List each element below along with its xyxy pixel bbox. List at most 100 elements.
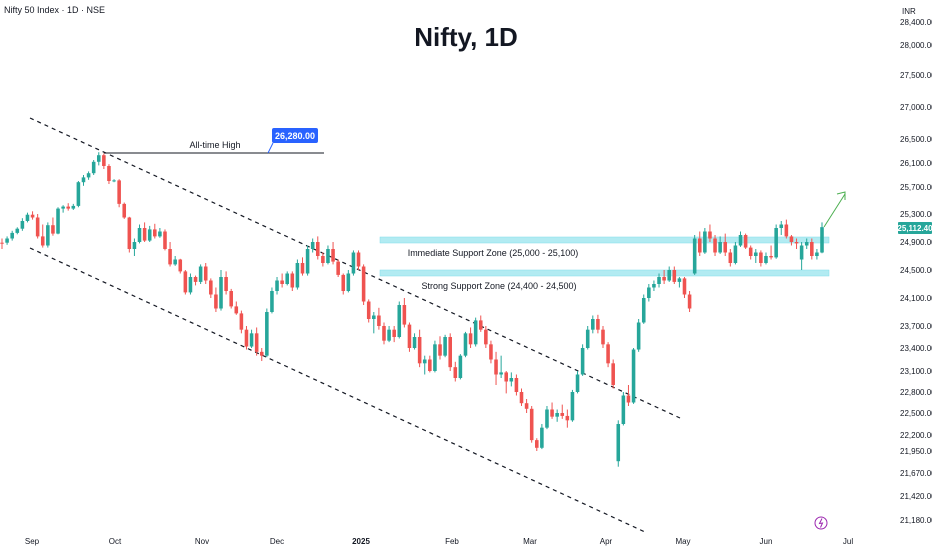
candle xyxy=(794,238,799,249)
candle-body xyxy=(407,324,412,348)
candle xyxy=(122,202,127,219)
price-tick-label: 25,300.00 xyxy=(900,210,932,219)
candle-body xyxy=(448,337,452,368)
candle xyxy=(5,236,9,245)
price-tick-label: 24,100.00 xyxy=(900,294,932,303)
candle-body xyxy=(580,348,585,375)
candle-body xyxy=(0,242,4,244)
candle xyxy=(703,228,707,254)
candle-body xyxy=(71,205,76,209)
candle xyxy=(815,249,819,260)
price-tick-label: 27,000.00 xyxy=(900,103,932,112)
candle xyxy=(596,314,600,334)
candle xyxy=(697,231,702,256)
time-tick-label: Apr xyxy=(600,537,613,546)
candle-body xyxy=(66,206,70,209)
candle xyxy=(188,273,193,295)
candle xyxy=(183,270,188,295)
candle xyxy=(387,326,391,343)
candle xyxy=(433,340,437,373)
candle-body xyxy=(30,214,35,218)
candle-body xyxy=(10,232,14,239)
candle xyxy=(249,329,254,348)
candle-body xyxy=(377,315,381,326)
candle xyxy=(229,288,233,309)
candle-body xyxy=(478,320,483,330)
candle-body xyxy=(453,367,458,378)
ath-value-badge xyxy=(272,128,318,143)
candle xyxy=(550,402,554,419)
candle xyxy=(672,266,677,284)
time-axis[interactable]: Sep Oct Nov Dec 2025 Feb Mar Apr May Jun Jul xyxy=(25,537,853,546)
candle-body xyxy=(341,274,346,291)
price-tick-label: 22,500.00 xyxy=(900,409,932,418)
price-axis[interactable]: 21,180.00 21,420.00 21,670.00 21,950.00 22,2… xyxy=(900,18,932,525)
candle xyxy=(723,233,728,256)
price-tick-label: 26,100.00 xyxy=(900,159,932,168)
candle xyxy=(91,160,96,175)
descending-channel xyxy=(29,117,681,533)
candle xyxy=(366,299,371,323)
candle xyxy=(428,355,432,373)
candle xyxy=(769,245,773,260)
candle xyxy=(86,171,91,180)
lightning-icon[interactable] xyxy=(814,516,828,530)
candle xyxy=(40,224,45,248)
candle xyxy=(361,264,366,305)
candle xyxy=(244,326,249,350)
candle-body xyxy=(550,409,554,417)
time-tick-label: Mar xyxy=(523,537,537,546)
candle xyxy=(606,342,610,368)
candle xyxy=(132,238,137,256)
candle xyxy=(738,231,743,247)
candle-body xyxy=(519,392,524,404)
candle-body xyxy=(733,245,738,263)
candle xyxy=(300,257,305,276)
candle xyxy=(626,385,631,406)
candle-body xyxy=(443,337,447,356)
candle xyxy=(412,333,417,350)
chart-title: Nifty, 1D xyxy=(414,22,518,52)
candle-body xyxy=(356,252,361,267)
candle xyxy=(198,264,203,284)
candle xyxy=(514,374,519,396)
candle-body xyxy=(91,161,96,174)
candle-body xyxy=(468,333,473,345)
candle-body xyxy=(178,259,183,272)
candle xyxy=(499,355,503,378)
candle-body xyxy=(509,378,514,382)
candle-body xyxy=(219,277,223,309)
candle-body xyxy=(35,217,40,237)
candle-body xyxy=(372,315,376,319)
price-tick-label: 21,670.00 xyxy=(900,469,932,478)
candle xyxy=(25,212,30,223)
candle-body xyxy=(392,329,396,337)
candle xyxy=(137,224,142,244)
candle xyxy=(351,250,356,276)
candle xyxy=(295,259,300,290)
candle xyxy=(575,371,580,394)
candle xyxy=(657,273,661,288)
time-tick-label: Sep xyxy=(25,537,40,546)
candle xyxy=(478,315,483,332)
candle xyxy=(779,221,784,235)
projection-arrow-line xyxy=(823,193,846,228)
candle-body xyxy=(305,249,310,274)
candle xyxy=(662,270,666,284)
candle-body xyxy=(748,247,753,256)
candle-body xyxy=(484,329,488,345)
candle xyxy=(56,207,60,235)
candle-body xyxy=(540,427,544,448)
price-tick-label: 23,100.00 xyxy=(900,367,932,376)
candle-body xyxy=(46,225,50,246)
candle-body xyxy=(789,236,794,242)
candle-body xyxy=(102,155,106,166)
price-tick-label: 23,400.00 xyxy=(900,344,932,353)
candle xyxy=(127,216,132,253)
projection-arrow-head xyxy=(836,191,846,200)
current-price-text: 25,112.40 xyxy=(897,224,932,233)
candle xyxy=(820,222,824,254)
candle xyxy=(0,238,4,249)
candle xyxy=(382,322,386,345)
